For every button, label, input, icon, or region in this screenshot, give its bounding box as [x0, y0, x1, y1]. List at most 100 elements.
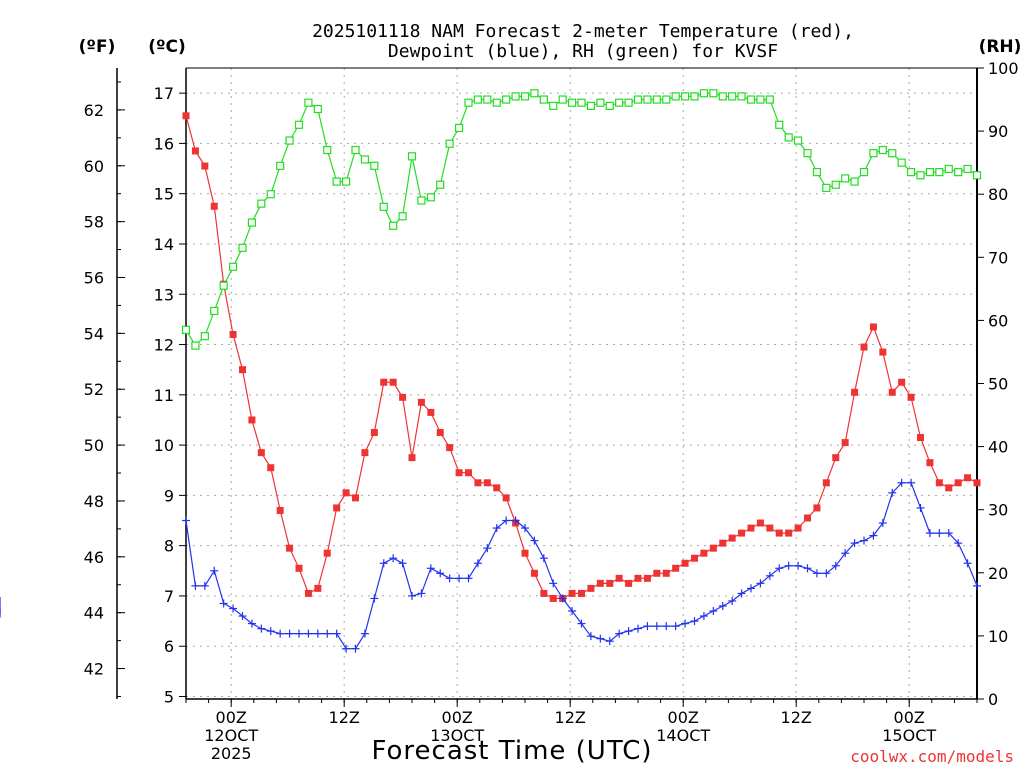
- rh-point: [888, 149, 897, 158]
- rh-point: [596, 98, 605, 107]
- dewpoint-point: [426, 564, 435, 573]
- temperature-point: [314, 584, 322, 592]
- dewpoint-point: [417, 589, 426, 598]
- dewpoint-point: [276, 629, 285, 638]
- dewpoint-point: [963, 559, 972, 568]
- temperature-point: [210, 202, 218, 210]
- dewpoint-point: [521, 524, 529, 533]
- dewpoint-point: [285, 629, 294, 638]
- temperature-point: [794, 524, 802, 532]
- temperature-point: [568, 589, 576, 597]
- dewpoint-point: [351, 644, 360, 653]
- rh-point: [464, 98, 473, 107]
- celsius-tick-label: 15: [154, 185, 174, 204]
- fahrenheit-tick-label: 44: [84, 604, 104, 623]
- dewpoint-point: [219, 599, 228, 608]
- time-tick-date: 12OCT: [204, 726, 258, 745]
- rh-point: [567, 98, 577, 107]
- dewpoint-point: [860, 536, 868, 545]
- rh-tick-label: 60: [988, 311, 1008, 330]
- temperature-point: [286, 544, 294, 552]
- dewpoint-point: [473, 559, 482, 568]
- dewpoint-point: [586, 632, 595, 641]
- dewpoint-point: [398, 559, 407, 568]
- temperature-point: [474, 479, 482, 487]
- time-tick-date: 14OCT: [656, 726, 710, 745]
- fahrenheit-tick-label: 60: [84, 157, 104, 176]
- dewpoint-point: [897, 478, 906, 487]
- temperature-point: [945, 484, 953, 492]
- time-tick-label: 00Z: [894, 708, 925, 727]
- temperature-point: [408, 454, 416, 462]
- fahrenheit-unit-label: (ºF): [79, 37, 116, 57]
- dewpoint-point: [323, 629, 332, 638]
- rh-point: [539, 95, 548, 104]
- rh-point: [944, 164, 953, 174]
- temperature-point: [869, 323, 877, 331]
- temperature-point: [851, 388, 859, 396]
- dewpoint-point: [916, 503, 925, 512]
- temperature-point: [502, 494, 510, 502]
- dewpoint-point: [652, 622, 661, 631]
- time-tick-label: 12Z: [781, 708, 812, 727]
- fahrenheit-tick-label: 56: [84, 268, 104, 287]
- temperature-point: [399, 393, 407, 401]
- dewpoint-point: [577, 619, 586, 628]
- series: [0, 89, 982, 653]
- temperature-point: [860, 343, 868, 351]
- rh-point: [746, 95, 756, 104]
- temperature-point: [832, 454, 840, 462]
- temperature-point: [775, 529, 783, 537]
- temperature-point: [907, 393, 915, 401]
- temperature-point: [700, 549, 708, 557]
- celsius-tick-label: 10: [154, 436, 174, 455]
- celsius-axis: 5 6 7 8 9 10 11 12 13 14 15 16 17: [154, 84, 186, 706]
- axes: [116, 67, 978, 700]
- temperature-point: [333, 504, 341, 512]
- fahrenheit-tick-label: 58: [84, 213, 104, 232]
- temperature-point: [719, 539, 727, 547]
- temperature-line: [185, 115, 978, 600]
- rh-point: [737, 92, 746, 101]
- dewpoint-point: [379, 559, 388, 568]
- rh-point: [709, 89, 718, 98]
- temperature-point: [239, 366, 246, 374]
- dewpoint-point: [634, 624, 642, 633]
- rh-point: [219, 281, 228, 290]
- dewpoint-point: [728, 596, 737, 605]
- temperature-point: [841, 439, 849, 447]
- temperature-point: [681, 559, 689, 567]
- temperature-point: [304, 589, 312, 597]
- dewpoint-point: [568, 607, 577, 616]
- rh-point: [398, 212, 407, 221]
- dewpoint-point: [445, 574, 454, 583]
- rh-point: [869, 149, 878, 158]
- temperature-point: [483, 479, 491, 487]
- temperature-point: [295, 564, 303, 572]
- rh-tick-label: 20: [988, 564, 1008, 583]
- temperature-point: [276, 506, 284, 514]
- rh-point: [916, 171, 925, 180]
- rh-point: [436, 180, 445, 189]
- fahrenheit-tick-label: 62: [84, 101, 104, 120]
- rh-point: [897, 158, 906, 167]
- rh-point: [210, 306, 219, 316]
- rh-point: [285, 136, 294, 145]
- temperature-point: [625, 579, 633, 587]
- dewpoint-point: [624, 627, 633, 636]
- temperature-point: [738, 529, 746, 537]
- celsius-unit-label: (ºC): [148, 37, 186, 57]
- dewpoint-point: [558, 594, 567, 603]
- dewpoint-point: [530, 536, 539, 545]
- dewpoint-point: [342, 644, 351, 653]
- temperature-point: [888, 388, 896, 396]
- dewpoint-point: [812, 569, 821, 578]
- rh-unit-label: (RH): [979, 37, 1022, 57]
- rh-tick-label: 40: [988, 438, 1008, 457]
- rh-point: [483, 95, 492, 104]
- temperature-point: [653, 569, 661, 577]
- dewpoint-point: [247, 619, 256, 628]
- celsius-tick-label: 7: [164, 587, 174, 606]
- temperature-point: [822, 479, 830, 487]
